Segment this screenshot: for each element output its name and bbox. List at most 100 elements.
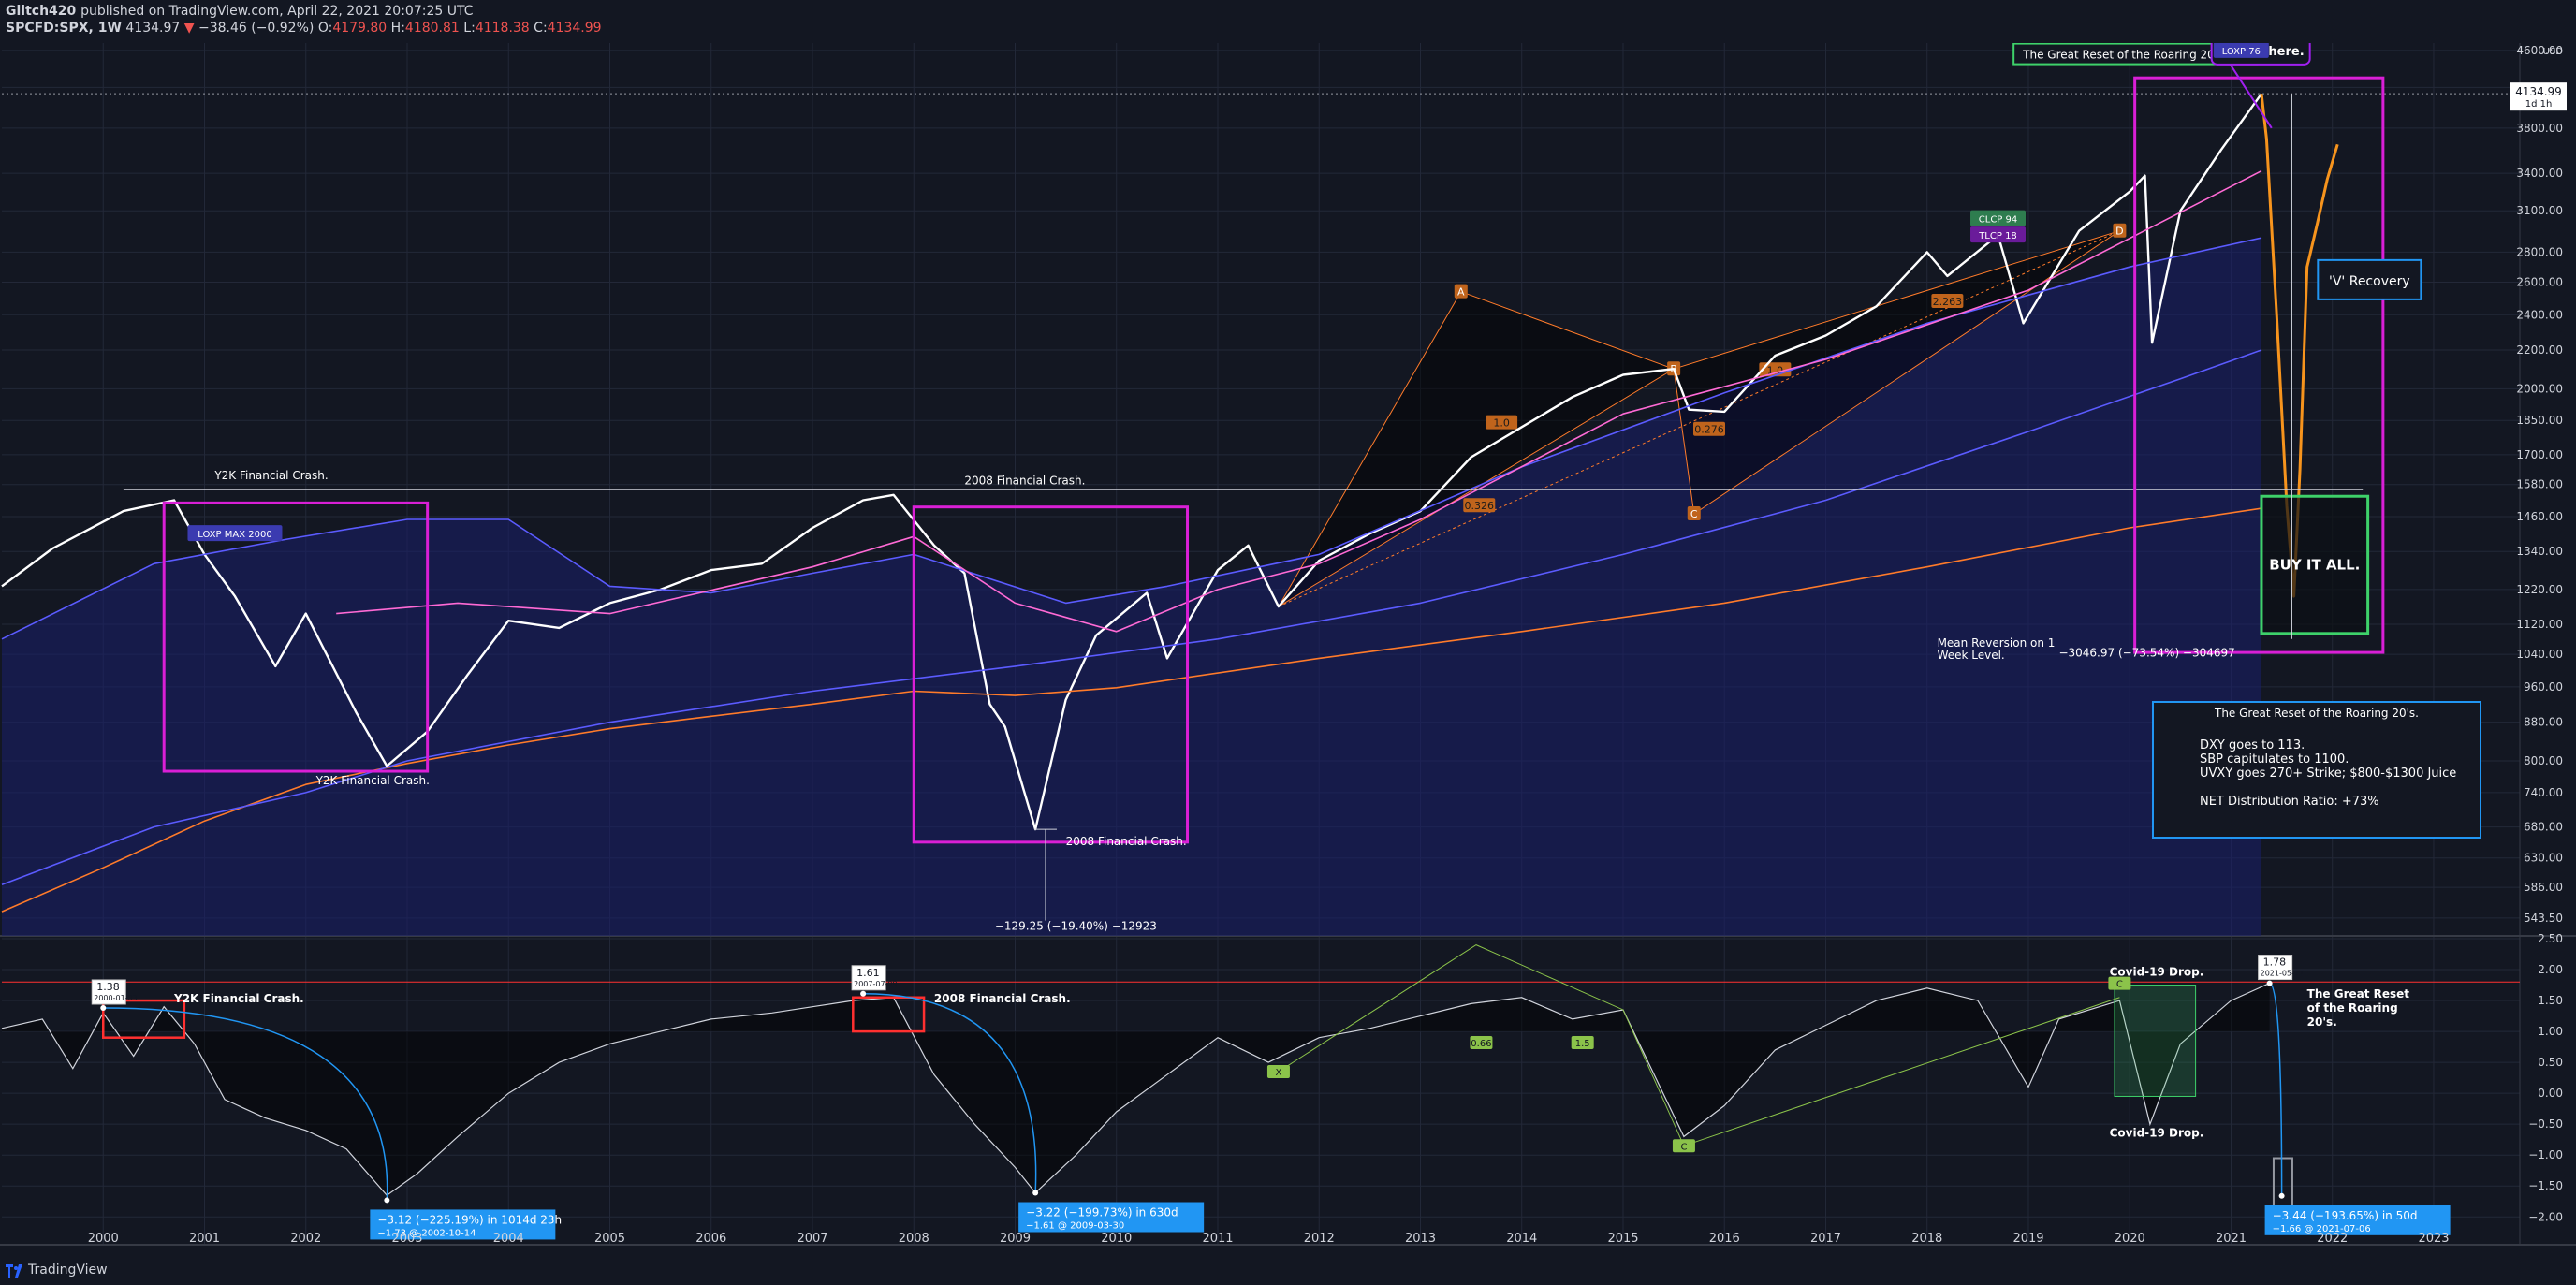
publisher-line: Glitch420 published on TradingView.com, … bbox=[6, 4, 473, 19]
price-tick-label: 2600.00 bbox=[2516, 276, 2563, 289]
time-axis-label: 2008 bbox=[899, 1232, 929, 1246]
chart-header: Glitch420 published on TradingView.com, … bbox=[0, 0, 2576, 43]
price-tick-label: 800.00 bbox=[2524, 754, 2563, 767]
oscillator-annotation: Covid-19 Drop. bbox=[2110, 1126, 2204, 1139]
osc-tick-label: 1.50 bbox=[2538, 994, 2563, 1007]
time-axis-label: 2021 bbox=[2216, 1232, 2247, 1246]
drop-projection-arc bbox=[103, 1007, 388, 1201]
price-tick-label: 880.00 bbox=[2524, 716, 2563, 729]
price-tick-label: 2000.00 bbox=[2516, 382, 2563, 395]
price-tick-label: 1700.00 bbox=[2516, 448, 2563, 461]
price-tick-label: 1120.00 bbox=[2516, 618, 2563, 631]
price-tick-label: 586.00 bbox=[2524, 881, 2563, 894]
info-box-title: The Great Reset of the Roaring 20's. bbox=[2214, 707, 2419, 720]
oscillator-annotation: 20's. bbox=[2307, 1015, 2337, 1029]
author[interactable]: Glitch420 bbox=[6, 4, 77, 19]
last-price-tag-countdown: 1d 1h bbox=[2525, 99, 2553, 110]
price-annotation: −3046.97 (−73.54%) −304697 bbox=[2058, 646, 2234, 659]
low-value: 4118.38 bbox=[475, 21, 530, 36]
drop-projection-arc bbox=[863, 993, 1037, 1193]
price-tick-label: 2400.00 bbox=[2516, 308, 2563, 321]
peak-point bbox=[100, 1004, 107, 1011]
trough-point bbox=[384, 1197, 390, 1204]
mean-reversion-label-line2: Week Level. bbox=[1938, 649, 2005, 662]
time-axis-label: 2011 bbox=[1202, 1232, 1233, 1246]
price-tick-label: 2200.00 bbox=[2516, 343, 2563, 357]
osc-pattern-box bbox=[1571, 1035, 1594, 1049]
price-tick-label: 1340.00 bbox=[2516, 545, 2563, 558]
ohlc-line: SPCFD:SPX, 1W 4134.97 ▼ −38.46 (−0.92%) … bbox=[6, 21, 602, 36]
oscillator-red-box bbox=[852, 996, 926, 1033]
last-price-tag bbox=[2510, 82, 2567, 111]
oscillator-harmonic bbox=[1278, 944, 2120, 1146]
osc-pattern-box bbox=[1470, 1035, 1493, 1049]
osc-pattern-label: X bbox=[1276, 1068, 1282, 1078]
peak-value-box bbox=[851, 965, 886, 991]
time-axis-label: 2006 bbox=[695, 1232, 726, 1246]
price-tick-label: 1220.00 bbox=[2516, 583, 2563, 596]
price-tick-label: 630.00 bbox=[2524, 852, 2563, 865]
annotation-box-2 bbox=[912, 505, 1190, 844]
price-tick-label: 4600.00 bbox=[2516, 44, 2563, 57]
ma-area-fill bbox=[2, 238, 2261, 937]
series-ma-magenta bbox=[336, 169, 2262, 633]
oscillator-fill bbox=[2, 983, 2270, 1196]
harmonic-point-d bbox=[2113, 223, 2127, 238]
osc-pattern-label: 0.66 bbox=[1471, 1039, 1491, 1049]
harmonic-point-c bbox=[1687, 506, 1701, 521]
symbol[interactable]: SPCFD:SPX, 1W bbox=[6, 21, 122, 36]
price-annotation: 2008 Financial Crash. bbox=[964, 475, 1085, 488]
indicator-tag-label: CLCP 94 bbox=[1979, 215, 2017, 226]
trough-stats-text: −3.22 (−199.73%) in 630d bbox=[1026, 1206, 1178, 1219]
trough-stats-sub: −1.61 @ 2009-03-30 bbox=[1026, 1221, 1124, 1232]
indicator-tag bbox=[2213, 41, 2269, 58]
peak-date-label: 2000-01-03 bbox=[94, 994, 138, 1002]
harmonic-ratio-box bbox=[1693, 421, 1726, 436]
harmonic-bcd-triangle bbox=[1673, 230, 2120, 515]
harmonic-ratio-label: 0.276 bbox=[1694, 424, 1724, 436]
time-axis-label: 2001 bbox=[189, 1232, 220, 1246]
oscillator-annotation: of the Roaring bbox=[2307, 1001, 2398, 1015]
price-annotation: 2008 Financial Crash. bbox=[1066, 835, 1187, 848]
osc-tick-label: −1.50 bbox=[2528, 1179, 2563, 1192]
time-axis-label: 2015 bbox=[1607, 1232, 1638, 1246]
info-box-line: DXY goes to 113. bbox=[2200, 738, 2305, 752]
harmonic-label-d: D bbox=[2115, 226, 2123, 238]
indicator-tag-label: TLCP 18 bbox=[1978, 231, 2017, 241]
harmonic-ratio-label: 2.263 bbox=[1933, 296, 1963, 308]
series-ma-blue-long bbox=[1, 349, 2262, 885]
osc-pattern-box bbox=[2108, 976, 2131, 990]
time-axis-label: 2019 bbox=[2012, 1232, 2043, 1246]
info-box-line: NET Distribution Ratio: +73% bbox=[2200, 795, 2379, 809]
tradingview-logo-icon bbox=[6, 1264, 22, 1278]
harmonic-label-a: A bbox=[1457, 286, 1465, 299]
peak-value-label: 1.38 bbox=[96, 981, 120, 993]
last-price: 4134.97 bbox=[125, 21, 181, 36]
oscillator-annotation: Covid-19 Drop. bbox=[2110, 966, 2204, 979]
high-value: 4180.81 bbox=[404, 21, 460, 36]
price-change: −38.46 (−0.92%) bbox=[198, 21, 315, 36]
trough-point bbox=[2278, 1192, 2285, 1199]
time-axis-label: 2023 bbox=[2418, 1232, 2449, 1246]
price-tick-label: 1040.00 bbox=[2516, 648, 2563, 661]
peak-value-label: 1.78 bbox=[2263, 956, 2287, 969]
covid-box bbox=[2114, 985, 2197, 1097]
trough-stats-text: −3.44 (−193.65%) in 50d bbox=[2273, 1209, 2418, 1222]
drop-projection-arc bbox=[2269, 982, 2283, 1196]
down-arrow-icon: ▼ bbox=[183, 21, 195, 36]
price-tick-label: 960.00 bbox=[2524, 680, 2563, 694]
osc-pattern-label: C bbox=[2116, 980, 2123, 990]
info-box-line: UVXY goes 270+ Strike; $800-$1300 Juice bbox=[2200, 767, 2456, 781]
price-tick-label: 543.50 bbox=[2524, 912, 2563, 925]
time-axis-label: 2020 bbox=[2115, 1232, 2145, 1246]
v-recovery-text: 'V' Recovery bbox=[2329, 274, 2410, 289]
peak-point bbox=[2266, 980, 2273, 986]
open-value: 4179.80 bbox=[332, 21, 388, 36]
time-axis-label: 2018 bbox=[1911, 1232, 1942, 1246]
time-axis-label: 2007 bbox=[797, 1232, 827, 1246]
osc-pattern-label: 1.5 bbox=[1575, 1039, 1590, 1049]
trough-stats-box bbox=[1018, 1202, 1205, 1233]
time-axis-label: 2017 bbox=[1810, 1232, 1841, 1246]
trough-stats-text: −3.12 (−225.19%) in 1014d 23h bbox=[377, 1213, 562, 1226]
